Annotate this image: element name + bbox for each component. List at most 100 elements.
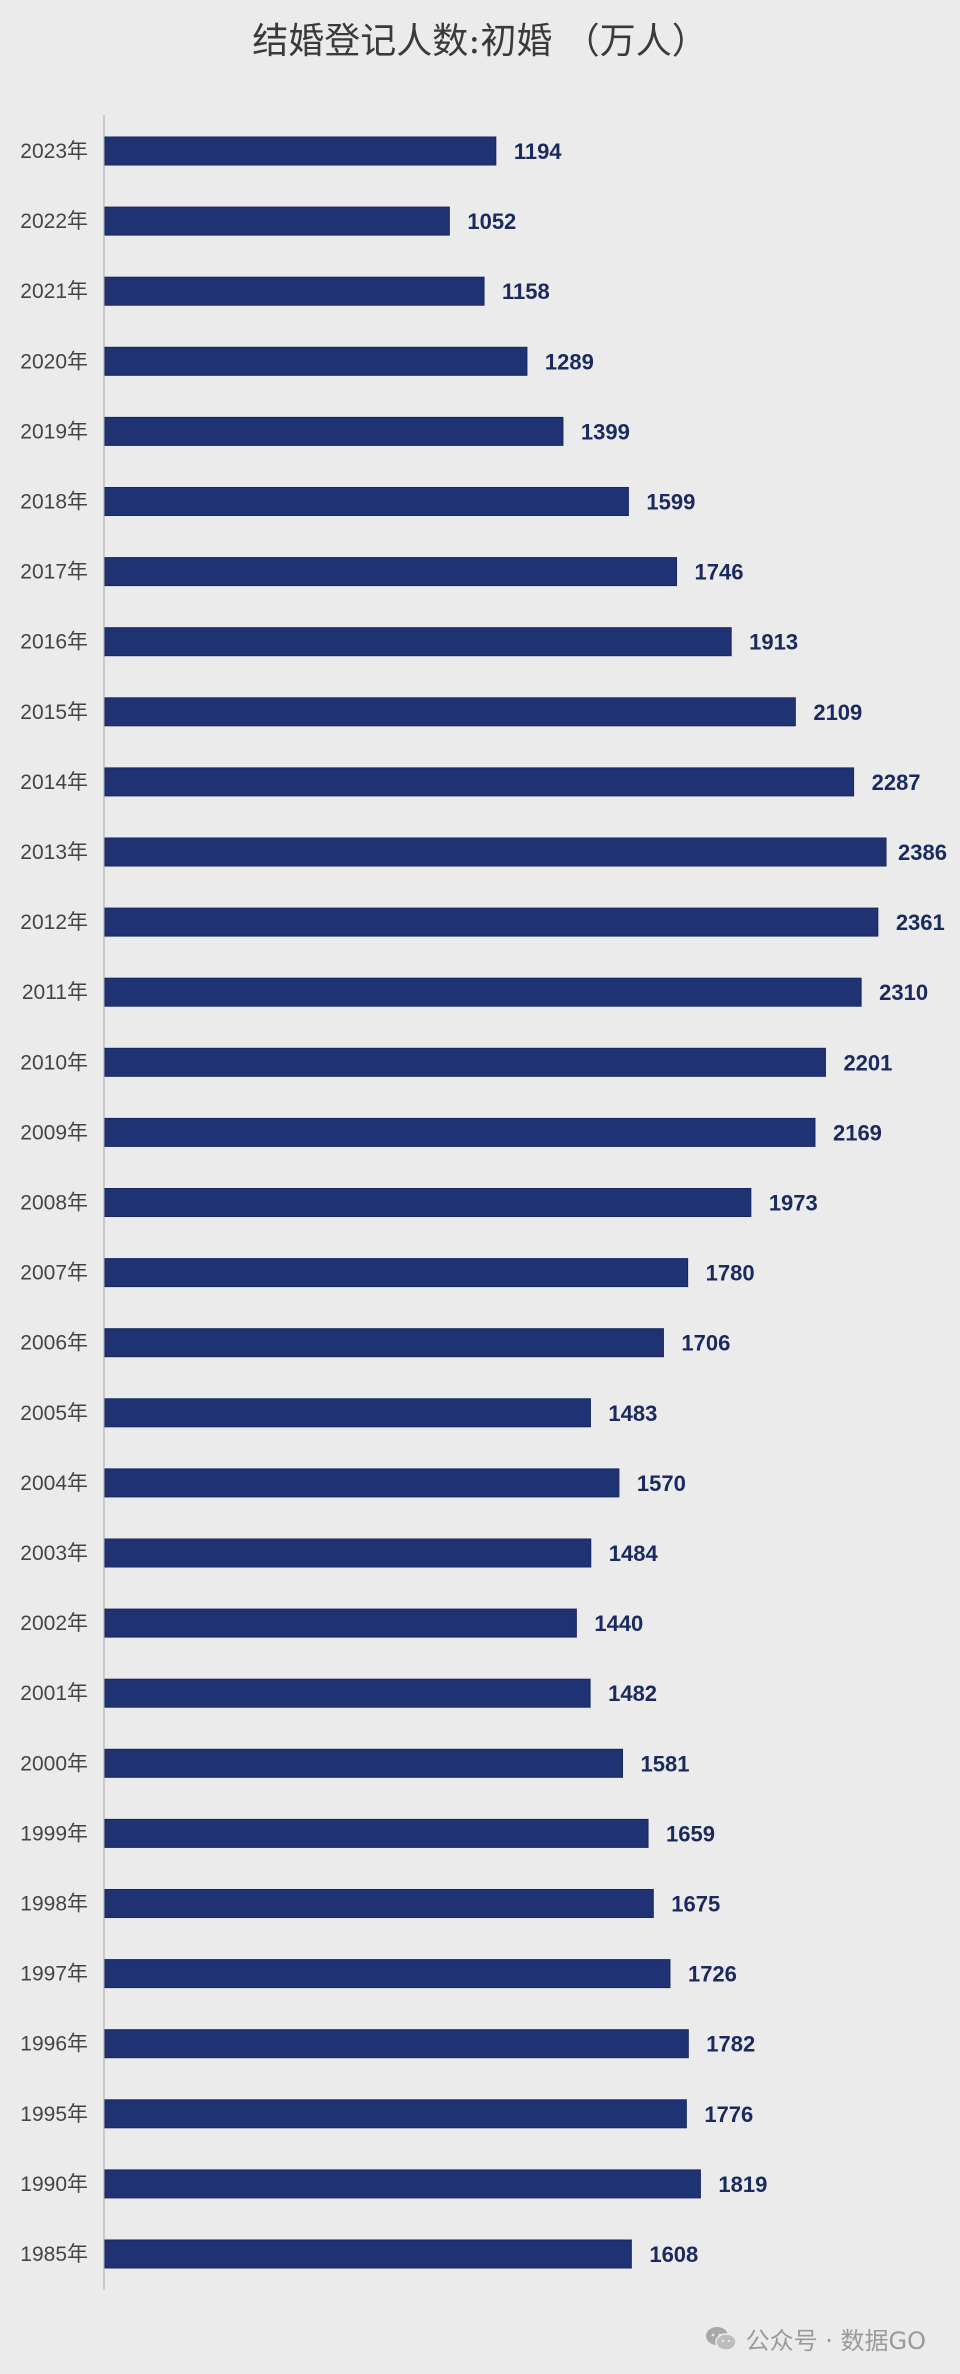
data-label: 1581 bbox=[641, 1751, 690, 1776]
data-label: 1782 bbox=[706, 2032, 755, 2057]
data-label: 2361 bbox=[896, 910, 945, 935]
data-label: 2287 bbox=[872, 770, 921, 795]
y-tick-label: 1999年 bbox=[20, 1822, 88, 1845]
bar bbox=[104, 1889, 654, 1918]
y-tick-label: 2013年 bbox=[20, 841, 88, 864]
data-label: 2201 bbox=[843, 1050, 892, 1075]
data-label: 1675 bbox=[671, 1892, 720, 1917]
y-tick-label: 1998年 bbox=[20, 1893, 88, 1916]
data-label: 1440 bbox=[594, 1611, 643, 1636]
data-label: 1484 bbox=[609, 1541, 659, 1566]
bar bbox=[104, 1258, 689, 1288]
bar bbox=[104, 276, 485, 306]
y-tick-label: 2002年 bbox=[20, 1612, 88, 1635]
bar bbox=[104, 697, 796, 727]
data-label: 1482 bbox=[608, 1681, 657, 1706]
bar bbox=[104, 837, 887, 867]
bar bbox=[104, 1468, 620, 1498]
bar bbox=[104, 1328, 664, 1358]
y-tick-label: 2011年 bbox=[22, 981, 88, 1004]
bar bbox=[104, 1117, 816, 1147]
watermark: 公众号 · 数据GO bbox=[704, 2321, 926, 2356]
y-tick-label: 2017年 bbox=[20, 561, 88, 584]
y-tick-label: 2010年 bbox=[20, 1051, 88, 1074]
y-tick-label: 2005年 bbox=[20, 1402, 88, 1425]
y-tick-label: 2015年 bbox=[20, 701, 88, 724]
y-tick-label: 2018年 bbox=[20, 491, 88, 514]
y-tick-label: 2008年 bbox=[20, 1192, 88, 1215]
y-tick-label: 2023年 bbox=[20, 140, 88, 163]
bar bbox=[104, 1047, 826, 1077]
bar bbox=[104, 2029, 689, 2059]
data-label: 1659 bbox=[666, 1821, 715, 1846]
data-label: 1483 bbox=[608, 1401, 657, 1426]
y-tick-label: 1996年 bbox=[20, 2033, 88, 2056]
y-tick-label: 2014年 bbox=[20, 771, 88, 794]
bar bbox=[104, 1818, 649, 1848]
bars: 2023年 1194 2022年 1052 2021年 1158 2020年 1289 2019… bbox=[20, 136, 947, 2269]
y-tick-label: 1990年 bbox=[20, 2173, 88, 2196]
y-tick-label: 2007年 bbox=[20, 1262, 88, 1285]
bar bbox=[104, 1608, 577, 1638]
data-label: 1052 bbox=[467, 209, 516, 234]
y-tick-label: 2016年 bbox=[20, 631, 88, 654]
bar bbox=[104, 346, 528, 376]
data-label: 1913 bbox=[749, 630, 798, 655]
data-label: 1399 bbox=[581, 419, 630, 444]
y-tick-label: 2020年 bbox=[20, 350, 88, 373]
bar bbox=[104, 206, 450, 236]
y-tick-label: 2022年 bbox=[20, 210, 88, 233]
wechat-icon bbox=[705, 2326, 737, 2351]
data-label: 1289 bbox=[545, 349, 594, 374]
y-tick-label: 1997年 bbox=[20, 1963, 88, 1986]
data-label: 2169 bbox=[833, 1120, 882, 1145]
bar bbox=[104, 487, 629, 516]
chart-title: 结婚登记人数:初婚 （万人） bbox=[252, 21, 708, 62]
data-label: 1746 bbox=[695, 560, 744, 585]
bar bbox=[104, 2239, 632, 2269]
bar bbox=[104, 1398, 591, 1428]
bar bbox=[104, 2099, 687, 2129]
bar bbox=[104, 1538, 592, 1568]
y-tick-label: 2019年 bbox=[20, 420, 88, 443]
bar bbox=[104, 1188, 752, 1217]
data-label: 1570 bbox=[637, 1471, 686, 1496]
bar bbox=[104, 627, 732, 657]
y-tick-label: 2004年 bbox=[20, 1472, 88, 1495]
data-label: 1819 bbox=[718, 2172, 767, 2197]
bar bbox=[104, 977, 862, 1007]
bar bbox=[104, 136, 497, 166]
y-tick-label: 2012年 bbox=[20, 911, 88, 934]
data-label: 1599 bbox=[646, 490, 695, 515]
bar bbox=[104, 907, 879, 937]
bar bbox=[104, 767, 855, 797]
y-tick-label: 2009年 bbox=[20, 1121, 88, 1144]
data-label: 1776 bbox=[704, 2102, 753, 2127]
data-label: 1608 bbox=[649, 2242, 698, 2267]
y-tick-label: 1995年 bbox=[20, 2103, 88, 2126]
bar bbox=[104, 416, 564, 446]
data-label: 1194 bbox=[514, 139, 562, 164]
bar bbox=[104, 557, 678, 587]
y-tick-label: 2006年 bbox=[20, 1332, 88, 1355]
bar bbox=[104, 1959, 671, 1989]
data-label: 2310 bbox=[879, 980, 928, 1005]
data-label: 1158 bbox=[502, 279, 550, 304]
y-tick-label: 2021年 bbox=[20, 280, 88, 303]
bar bbox=[104, 1748, 624, 1778]
y-tick-label: 1985年 bbox=[20, 2243, 88, 2266]
data-label: 2386 bbox=[898, 840, 947, 865]
data-label: 1706 bbox=[681, 1331, 730, 1356]
data-label: 1780 bbox=[706, 1261, 755, 1286]
bar bbox=[104, 2169, 701, 2199]
data-label: 1973 bbox=[769, 1191, 818, 1216]
y-tick-label: 2003年 bbox=[20, 1542, 88, 1565]
y-tick-label: 2001年 bbox=[20, 1682, 88, 1705]
watermark-text: 公众号 · 数据GO bbox=[745, 2327, 926, 2355]
data-label: 2109 bbox=[813, 700, 862, 725]
data-label: 1726 bbox=[688, 1962, 737, 1987]
bar bbox=[104, 1678, 591, 1708]
y-tick-label: 2000年 bbox=[20, 1752, 88, 1775]
